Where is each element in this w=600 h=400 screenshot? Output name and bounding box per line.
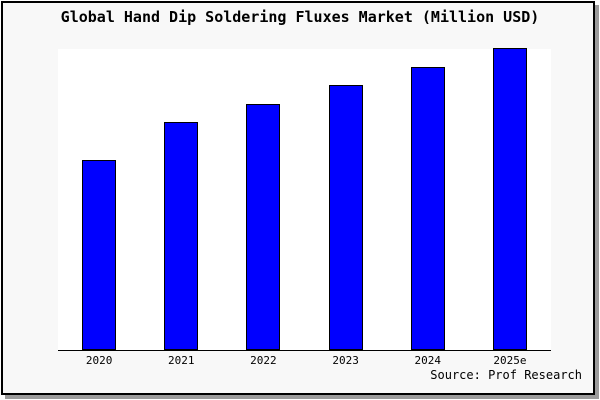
bar-2022 [246, 104, 281, 350]
bar-2020 [82, 160, 117, 350]
bar-slot-2021 [140, 49, 222, 350]
bar-slot-2022 [222, 49, 304, 350]
x-tick-label-2025e: 2025e [493, 354, 527, 367]
bar-2021 [164, 122, 199, 350]
bar-slot-2023 [305, 49, 387, 350]
x-tick-label-2022: 2022 [250, 354, 277, 367]
bar-slot-2025e [469, 48, 551, 350]
bar-slot-2020 [58, 49, 140, 350]
plot-area [58, 48, 551, 351]
bar-2025e [492, 48, 527, 350]
x-axis-tick-labels: 2020 2021 2022 2023 2024 2025e [58, 355, 551, 367]
bar-2024 [410, 67, 445, 350]
x-tick-label-2021: 2021 [168, 354, 195, 367]
chart-title: Global Hand Dip Soldering Fluxes Market … [60, 8, 540, 26]
bar-series [58, 48, 551, 350]
x-tick-label-2024: 2024 [414, 354, 442, 367]
bar-slot-2024 [387, 49, 469, 350]
x-tick-label-2023: 2023 [332, 354, 359, 367]
bar-2023 [328, 85, 363, 350]
x-tick-label-2020: 2020 [85, 354, 113, 367]
source-text: Source: Prof Research [430, 368, 582, 382]
